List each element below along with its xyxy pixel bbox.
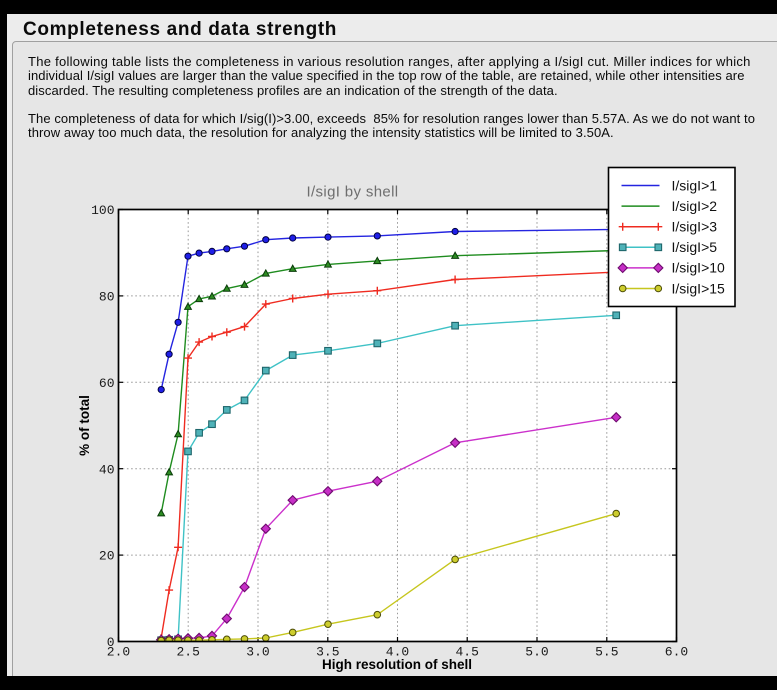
svg-text:4.0: 4.0 bbox=[386, 645, 409, 660]
svg-text:80: 80 bbox=[99, 290, 115, 305]
svg-text:5.0: 5.0 bbox=[525, 645, 548, 660]
svg-text:I/sigI>5: I/sigI>5 bbox=[672, 239, 718, 255]
svg-text:6.0: 6.0 bbox=[665, 645, 688, 660]
svg-text:3.0: 3.0 bbox=[246, 645, 269, 660]
svg-text:4.5: 4.5 bbox=[455, 645, 478, 660]
svg-text:I/sigI>3: I/sigI>3 bbox=[672, 219, 718, 235]
svg-text:% of total: % of total bbox=[77, 395, 92, 456]
svg-text:I/sigI>10: I/sigI>10 bbox=[672, 260, 726, 276]
svg-text:2.5: 2.5 bbox=[176, 645, 199, 660]
svg-text:High resolution of shell: High resolution of shell bbox=[322, 657, 472, 672]
svg-text:60: 60 bbox=[99, 376, 115, 391]
svg-text:2.0: 2.0 bbox=[107, 645, 130, 660]
svg-text:5.5: 5.5 bbox=[595, 645, 618, 660]
svg-text:I/sigI>2: I/sigI>2 bbox=[672, 198, 718, 214]
svg-text:I/sigI by shell: I/sigI by shell bbox=[307, 184, 399, 201]
svg-text:40: 40 bbox=[99, 462, 115, 477]
svg-text:20: 20 bbox=[99, 549, 115, 564]
svg-text:100: 100 bbox=[91, 203, 114, 218]
svg-text:I/sigI>15: I/sigI>15 bbox=[672, 280, 726, 296]
svg-text:I/sigI>1: I/sigI>1 bbox=[672, 177, 718, 193]
svg-text:3.5: 3.5 bbox=[316, 645, 339, 660]
svg-text:0: 0 bbox=[107, 635, 115, 650]
